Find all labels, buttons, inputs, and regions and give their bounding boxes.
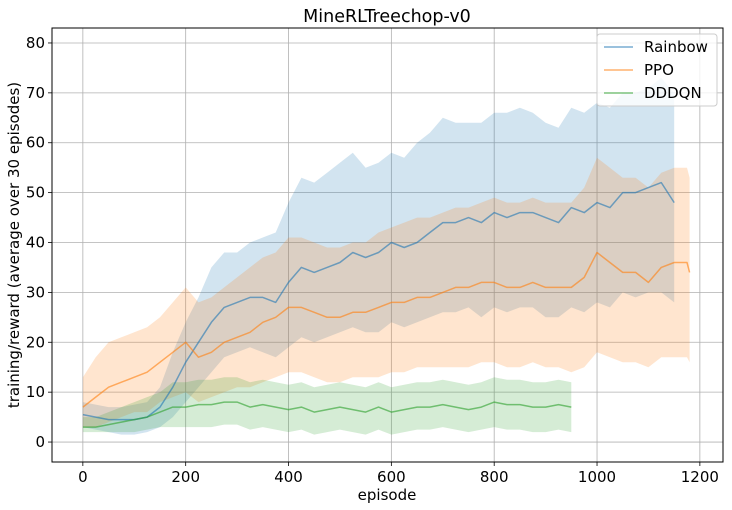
legend-box bbox=[596, 33, 718, 107]
x-ticks: 0 200 400 600 800 1000 1200 bbox=[78, 462, 719, 486]
y-axis-title: training/reward (average over 30 episode… bbox=[5, 82, 23, 408]
x-tick-label: 1200 bbox=[681, 468, 719, 486]
legend-label-rainbow: Rainbow bbox=[644, 38, 708, 56]
y-tick-label: 30 bbox=[26, 283, 45, 301]
confidence-bands bbox=[82, 77, 690, 435]
y-tick-label: 50 bbox=[26, 184, 45, 202]
legend-label-ppo: PPO bbox=[644, 61, 674, 79]
series-lines bbox=[82, 181, 691, 428]
line-ppo bbox=[82, 251, 691, 408]
band-rainbow bbox=[82, 77, 675, 435]
y-tick-label: 60 bbox=[26, 134, 45, 152]
y-ticks: 0 10 20 30 40 50 60 70 80 bbox=[26, 34, 52, 451]
x-tick-label: 400 bbox=[274, 468, 303, 486]
band-dddqn bbox=[82, 377, 572, 435]
y-tick-label: 0 bbox=[35, 433, 45, 451]
x-tick-label: 0 bbox=[78, 468, 88, 486]
legend: Rainbow PPO DDDQN bbox=[596, 33, 718, 107]
y-tick-label: 80 bbox=[26, 34, 45, 52]
y-tick-label: 70 bbox=[26, 84, 45, 102]
y-tick-label: 40 bbox=[26, 234, 45, 252]
line-rainbow bbox=[82, 181, 675, 421]
gridlines bbox=[52, 28, 723, 462]
x-tick-label: 600 bbox=[377, 468, 406, 486]
legend-label-dddqn: DDDQN bbox=[644, 84, 702, 102]
chart-title: MineRLTreechop-v0 bbox=[303, 7, 471, 27]
plot-frame bbox=[51, 27, 724, 463]
x-tick-label: 800 bbox=[480, 468, 509, 486]
x-axis-title: episode bbox=[358, 486, 417, 504]
line-dddqn bbox=[82, 401, 572, 428]
band-ppo bbox=[82, 157, 690, 428]
x-tick-label: 200 bbox=[171, 468, 200, 486]
x-tick-label: 1000 bbox=[578, 468, 616, 486]
y-tick-label: 20 bbox=[26, 333, 45, 351]
y-tick-label: 10 bbox=[26, 383, 45, 401]
